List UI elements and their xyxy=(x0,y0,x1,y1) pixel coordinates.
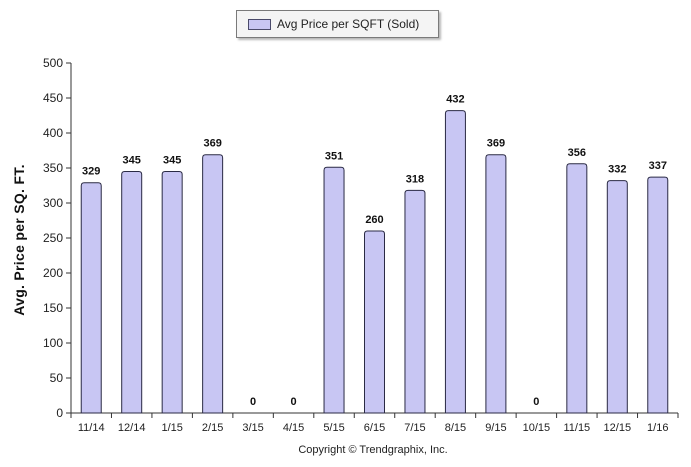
x-tick-label: 1/15 xyxy=(161,422,182,434)
bar xyxy=(161,171,183,414)
data-label: 351 xyxy=(325,150,343,162)
x-tick-label: 12/15 xyxy=(604,422,632,434)
y-tick-label: 50 xyxy=(50,371,64,385)
bar xyxy=(485,154,507,414)
data-label: 0 xyxy=(291,396,297,408)
legend: Avg Price per SQFT (Sold) xyxy=(236,10,439,38)
bar xyxy=(121,171,143,414)
bar xyxy=(606,180,628,414)
copyright-text: Copyright © Trendgraphix, Inc. xyxy=(298,444,448,456)
y-tick-label: 300 xyxy=(43,196,63,210)
x-tick-label: 8/15 xyxy=(445,422,466,434)
x-tick-label: 5/15 xyxy=(323,422,344,434)
bar xyxy=(323,166,345,414)
y-tick-label: 500 xyxy=(43,56,63,70)
data-label: 0 xyxy=(533,396,539,408)
x-tick-label: 2/15 xyxy=(202,422,223,434)
data-label: 345 xyxy=(123,155,141,167)
legend-label: Avg Price per SQFT (Sold) xyxy=(277,17,420,31)
data-label: 329 xyxy=(82,166,100,178)
y-tick-label: 0 xyxy=(56,406,63,420)
x-tick-label: 4/15 xyxy=(283,422,304,434)
x-tick-label: 11/14 xyxy=(78,422,105,434)
y-tick-label: 150 xyxy=(43,301,63,315)
x-tick-label: 9/15 xyxy=(485,422,506,434)
y-tick-label: 350 xyxy=(43,161,63,175)
y-tick-label: 450 xyxy=(43,91,63,105)
data-label: 345 xyxy=(163,155,181,167)
x-tick-label: 11/15 xyxy=(563,422,590,434)
bar xyxy=(404,189,426,414)
data-label: 0 xyxy=(250,396,256,408)
data-label: 369 xyxy=(487,138,505,150)
legend-swatch xyxy=(248,19,271,30)
x-tick-label: 6/15 xyxy=(364,422,385,434)
data-label: 369 xyxy=(203,138,221,150)
data-label: 432 xyxy=(446,94,464,106)
bar xyxy=(647,176,669,414)
y-tick-label: 200 xyxy=(43,266,63,280)
bar xyxy=(444,110,466,414)
data-label: 356 xyxy=(568,147,586,159)
data-label: 260 xyxy=(365,214,383,226)
x-tick-label: 7/15 xyxy=(404,422,425,434)
y-tick-label: 400 xyxy=(43,126,63,140)
data-label: 337 xyxy=(649,160,667,172)
y-tick-label: 250 xyxy=(43,231,63,245)
x-tick-label: 12/14 xyxy=(118,422,146,434)
y-tick-label: 100 xyxy=(43,336,63,350)
x-tick-label: 1/16 xyxy=(647,422,668,434)
bar xyxy=(364,230,385,414)
bar xyxy=(566,163,588,414)
x-tick-label: 10/15 xyxy=(523,422,551,434)
bar xyxy=(202,154,224,414)
x-tick-label: 3/15 xyxy=(242,422,263,434)
data-label: 332 xyxy=(608,164,626,176)
bar xyxy=(80,182,102,414)
data-label: 318 xyxy=(406,173,424,185)
